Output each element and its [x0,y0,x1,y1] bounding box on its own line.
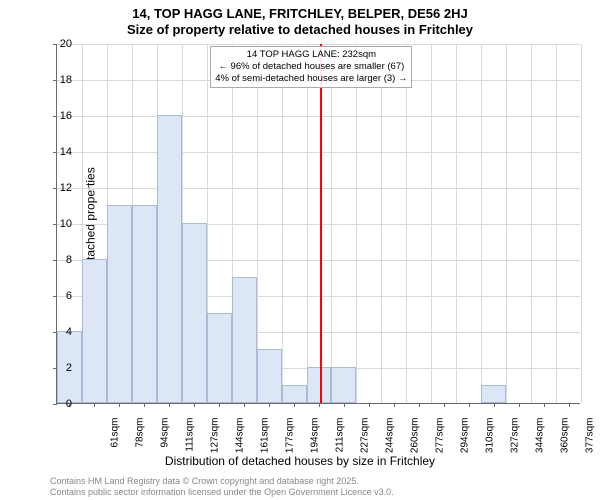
gridline-vertical [356,44,357,403]
xtick-mark [119,403,120,407]
xtick-mark [244,403,245,407]
chart-container: 14, TOP HAGG LANE, FRITCHLEY, BELPER, DE… [0,0,600,500]
gridline-vertical [531,44,532,403]
xtick-mark [394,403,395,407]
xtick-mark [419,403,420,407]
histogram-bar [282,385,307,403]
ytick-label: 18 [32,74,72,86]
footnote-line2: Contains public sector information licen… [50,487,394,497]
xtick-label: 61sqm [110,418,121,468]
gridline-vertical [381,44,382,403]
marker-line [320,44,322,403]
annotation-line1: 14 TOP HAGG LANE: 232sqm [215,49,407,61]
xtick-label: 127sqm [210,418,221,468]
xtick-label: 194sqm [310,418,321,468]
histogram-bar [107,205,132,403]
chart-title-line1: 14, TOP HAGG LANE, FRITCHLEY, BELPER, DE… [0,6,600,21]
xtick-label: 327sqm [509,418,520,468]
plot-area: 14 TOP HAGG LANE: 232sqm ← 96% of detach… [56,44,580,404]
gridline-vertical [331,44,332,403]
xtick-label: 111sqm [185,418,196,468]
xtick-label: 177sqm [285,418,296,468]
gridline-vertical [481,44,482,403]
gridline-horizontal [57,188,580,189]
histogram-bar [82,259,107,403]
gridline-horizontal [57,44,580,45]
gridline-vertical [282,44,283,403]
histogram-bar [182,223,207,403]
xtick-label: 211sqm [335,418,346,468]
xtick-mark [269,403,270,407]
xtick-label: 294sqm [459,418,470,468]
xtick-mark [294,403,295,407]
ytick-label: 2 [32,362,72,374]
annotation-line2: ← 96% of detached houses are smaller (67… [215,61,407,73]
xtick-label: 144sqm [235,418,246,468]
xtick-mark [319,403,320,407]
xtick-mark [369,403,370,407]
xtick-mark [344,403,345,407]
histogram-bar [257,349,282,403]
xtick-mark [544,403,545,407]
xtick-mark [194,403,195,407]
ytick-label: 4 [32,326,72,338]
gridline-vertical [581,44,582,403]
histogram-bar [132,205,157,403]
ytick-label: 6 [32,290,72,302]
xtick-label: 277sqm [434,418,445,468]
xtick-mark [569,403,570,407]
xtick-label: 344sqm [534,418,545,468]
gridline-horizontal [57,116,580,117]
ytick-label: 0 [32,398,72,410]
gridline-horizontal [57,152,580,153]
histogram-bar [232,277,257,403]
annotation-line3: 4% of semi-detached houses are larger (3… [215,73,407,85]
footnote-line1: Contains HM Land Registry data © Crown c… [50,476,359,486]
xtick-label: 78sqm [135,418,146,468]
histogram-bar [207,313,232,403]
chart-title-line2: Size of property relative to detached ho… [0,22,600,37]
gridline-vertical [307,44,308,403]
gridline-vertical [406,44,407,403]
ytick-label: 8 [32,254,72,266]
histogram-bar [307,367,332,403]
gridline-vertical [506,44,507,403]
xtick-mark [94,403,95,407]
xtick-mark [144,403,145,407]
ytick-label: 12 [32,182,72,194]
histogram-bar [157,115,182,403]
xtick-mark [444,403,445,407]
gridline-vertical [431,44,432,403]
xtick-label: 310sqm [484,418,495,468]
xtick-label: 244sqm [384,418,395,468]
xtick-mark [469,403,470,407]
gridline-vertical [456,44,457,403]
xtick-label: 260sqm [409,418,420,468]
ytick-label: 10 [32,218,72,230]
xtick-label: 161sqm [260,418,271,468]
histogram-bar [481,385,506,403]
gridline-vertical [556,44,557,403]
xtick-mark [494,403,495,407]
xtick-label: 360sqm [559,418,570,468]
xtick-mark [169,403,170,407]
ytick-label: 20 [32,38,72,50]
ytick-label: 14 [32,146,72,158]
xtick-mark [219,403,220,407]
xtick-label: 94sqm [160,418,171,468]
marker-annotation: 14 TOP HAGG LANE: 232sqm ← 96% of detach… [210,46,412,88]
ytick-label: 16 [32,110,72,122]
xtick-mark [519,403,520,407]
histogram-bar [331,367,356,403]
xtick-label: 227sqm [360,418,371,468]
xtick-label: 377sqm [584,418,595,468]
